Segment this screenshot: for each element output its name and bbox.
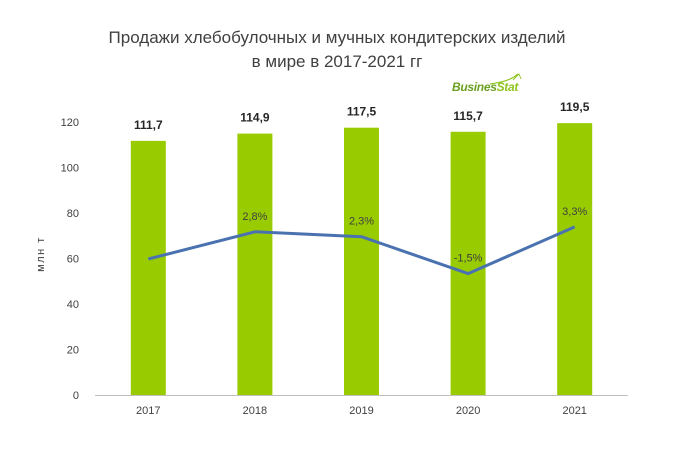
growth-label: -1,5% (454, 253, 483, 265)
logo-swoosh-icon (489, 73, 522, 85)
line-layer (147, 225, 576, 276)
x-tick-label: 2018 (243, 405, 267, 417)
bar-value-label: 119,5 (560, 100, 590, 114)
x-tick-label: 2021 (562, 405, 586, 417)
growth-label: 3,3% (562, 206, 587, 218)
y-tick-label: 120 (61, 117, 79, 129)
x-tick-label: 2019 (349, 405, 373, 417)
y-tick-label: 60 (67, 254, 79, 266)
ticks-layer: 0 20 40 60 80 100 120 2017 2018 2019 2020 2021 (61, 117, 628, 417)
labels-layer: 111,7 114,9 117,5 115,7 119,5 2,8% 2,3% -1,5% 3,… (134, 100, 590, 264)
y-tick-label: 0 (73, 390, 79, 402)
x-tick-label: 2020 (456, 405, 480, 417)
x-tick-label: 2017 (136, 405, 160, 417)
bar (557, 123, 593, 395)
chart-title: Продажи хлебобулочных и мучных кондитерс… (0, 26, 674, 74)
logo-text-part1: Busines (452, 80, 497, 94)
y-tick-label: 100 (61, 163, 79, 175)
bar (130, 140, 166, 395)
businesstat-logo: BusinesStat (452, 72, 532, 96)
growth-label: 2,8% (242, 211, 267, 223)
bar-value-label: 117,5 (347, 105, 377, 119)
growth-label: 2,3% (349, 216, 374, 228)
bar-value-label: 111,7 (134, 118, 163, 132)
logo-text: BusinesStat (452, 80, 518, 94)
logo-text-part2: Stat (496, 80, 519, 94)
bar (237, 133, 273, 396)
bar (450, 131, 486, 395)
growth-line (147, 225, 576, 276)
y-tick-label: 40 (67, 299, 79, 311)
chart-title-line-2: в мире в 2017-2021 гг (251, 52, 423, 71)
chart-title-line-1: Продажи хлебобулочных и мучных кондитерс… (108, 28, 566, 47)
y-tick-label: 80 (67, 208, 79, 220)
y-tick-label: 20 (67, 345, 79, 357)
bar (344, 127, 379, 395)
bar-value-label: 115,7 (453, 109, 483, 123)
bar-value-label: 114,9 (240, 111, 270, 125)
bars-layer (130, 123, 593, 396)
